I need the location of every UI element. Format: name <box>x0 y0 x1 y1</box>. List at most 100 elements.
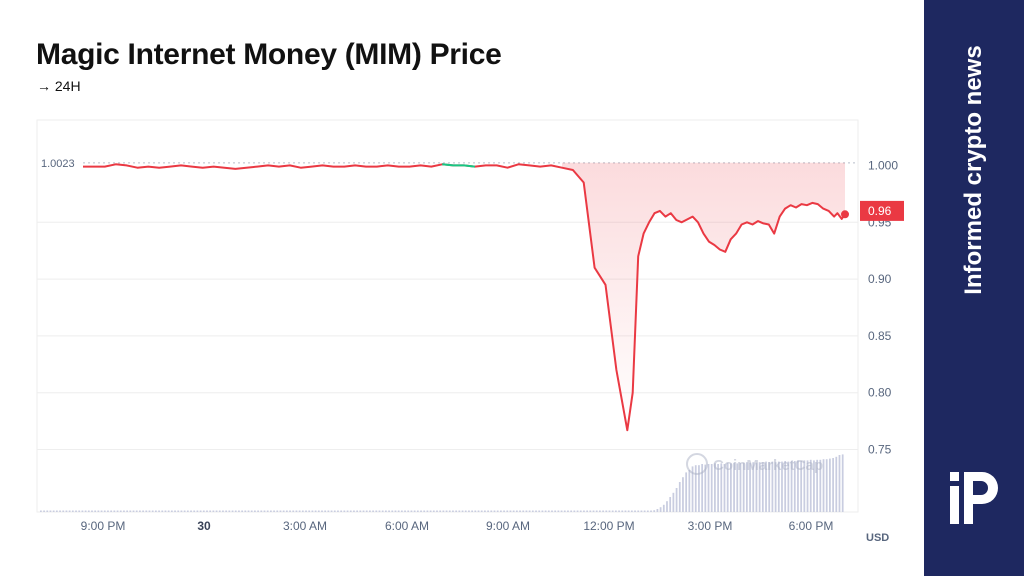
volume-bar <box>583 510 585 512</box>
volume-bar <box>563 510 566 512</box>
volume-bar <box>707 464 710 512</box>
volume-bar <box>522 510 525 512</box>
volume-bar <box>234 510 237 512</box>
volume-bar <box>206 510 208 512</box>
volume-bar <box>193 510 196 512</box>
page-title: Magic Internet Money (MIM) Price <box>36 38 502 71</box>
volume-bar <box>624 510 627 512</box>
volume-bar <box>675 488 678 512</box>
volume-bar <box>372 510 374 512</box>
volume-bar <box>576 510 579 512</box>
volume-bar <box>535 510 537 512</box>
volume-bar <box>391 510 394 512</box>
volume-bar <box>554 510 557 512</box>
volume-bar <box>91 510 93 512</box>
volume-bar <box>279 510 282 512</box>
volume-bar <box>474 510 477 512</box>
arrow-right-icon: → <box>37 78 51 94</box>
volume-bar <box>547 510 550 512</box>
volume-bar <box>797 460 799 512</box>
volume-bar <box>704 464 707 512</box>
volume-bar <box>113 510 116 512</box>
volume-bar <box>586 510 589 512</box>
volume-bar <box>254 510 256 512</box>
volume-bar <box>595 510 598 512</box>
volume-bar <box>164 510 167 512</box>
volume-bar <box>40 510 42 512</box>
volume-bar <box>512 510 515 512</box>
x-tick-label: 9:00 AM <box>486 519 530 533</box>
volume-bar <box>771 461 774 512</box>
volume-bar <box>698 465 700 512</box>
x-tick-label: 3:00 PM <box>688 519 733 533</box>
volume-bar <box>337 510 339 512</box>
volume-bar <box>630 510 633 512</box>
volume-bar <box>439 510 442 512</box>
volume-bar <box>167 510 170 512</box>
volume-bar <box>809 459 812 512</box>
volume-bar <box>52 510 55 512</box>
volume-bar <box>551 510 553 512</box>
volume-bar <box>87 510 90 512</box>
volume-bar <box>579 510 582 512</box>
volume-bar <box>717 464 719 512</box>
volume-bar <box>225 510 228 512</box>
volume-bar <box>531 510 534 512</box>
volume-bar <box>276 510 279 512</box>
volume-bar <box>199 510 202 512</box>
y-tick-label: 0.90 <box>868 272 892 286</box>
brand-tagline: Informed crypto news <box>960 45 987 295</box>
volume-bar <box>618 510 620 512</box>
volume-bar <box>119 510 122 512</box>
volume-bar <box>777 461 780 512</box>
volume-bar <box>739 462 742 512</box>
volume-bar <box>174 510 176 512</box>
volume-bar <box>793 461 796 512</box>
volume-bar <box>43 510 45 512</box>
volume-bar <box>781 461 783 512</box>
volume-bar <box>570 510 573 512</box>
volume-bar <box>212 510 215 512</box>
volume-bar <box>135 510 138 512</box>
volume-bar <box>525 510 528 512</box>
volume-bar <box>829 458 831 512</box>
timeframe-label: → 24H <box>37 78 81 94</box>
volume-bar <box>257 510 259 512</box>
volume-bar <box>768 462 771 512</box>
volume-bar <box>285 510 288 512</box>
volume-bar <box>838 455 841 512</box>
volume-bar <box>359 510 362 512</box>
volume-bar <box>132 510 135 512</box>
volume-bar <box>161 510 164 512</box>
volume-bar <box>774 462 777 512</box>
volume-bar <box>678 482 681 512</box>
volume-bar <box>742 462 745 512</box>
volume-bar <box>378 510 381 512</box>
volume-bar <box>621 510 624 512</box>
volume-bar <box>448 510 451 512</box>
volume-bar <box>701 464 704 512</box>
volume-bar <box>442 510 445 512</box>
volume-bar <box>330 510 333 512</box>
volume-bar <box>190 510 192 512</box>
volume-bar <box>487 510 489 512</box>
volume-bar <box>356 510 359 512</box>
volume-bar <box>730 463 732 512</box>
current-price-dot <box>841 210 849 219</box>
volume-bar <box>282 510 285 512</box>
volume-bar <box>752 462 755 512</box>
volume-bar <box>346 510 349 512</box>
volume-bar <box>496 510 499 512</box>
volume-bar <box>567 510 569 512</box>
volume-bar <box>289 510 291 512</box>
volume-bar <box>832 458 834 512</box>
volume-bar <box>369 510 371 512</box>
volume-bar <box>605 510 608 512</box>
volume-bar <box>726 462 729 512</box>
below-open-area <box>562 162 845 431</box>
volume-bar <box>822 459 825 512</box>
volume-bar <box>145 510 148 512</box>
volume-bar <box>506 510 509 512</box>
volume-bar <box>755 462 758 512</box>
volume-bar <box>68 510 71 512</box>
